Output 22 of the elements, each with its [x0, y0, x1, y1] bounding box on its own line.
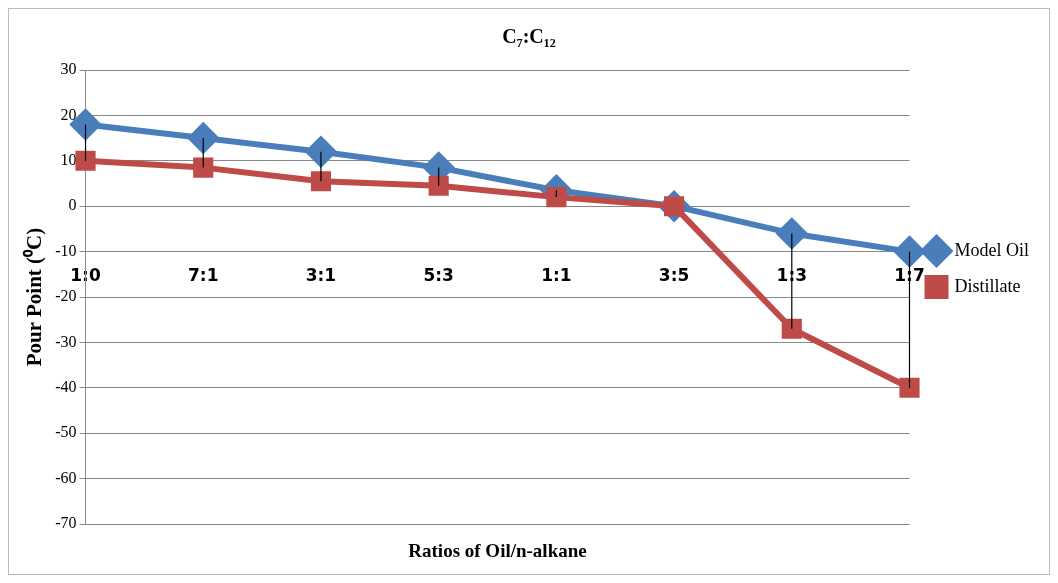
y-tick-label: -70 [55, 514, 77, 532]
y-tick-label: -30 [55, 332, 77, 350]
y-tick-label: 0 [68, 196, 77, 214]
y-tick-label: -20 [55, 287, 77, 305]
x-tick-label: 3:1 [305, 264, 337, 285]
y-axis-title: Pour Point (⁰C) [22, 227, 47, 367]
y-tick-label: -40 [55, 378, 77, 395]
x-tick-label: 5:3 [423, 264, 454, 285]
y-tick-label: -10 [55, 241, 77, 259]
y-tick-label: 30 [60, 60, 77, 78]
legend-label: Distillate [954, 275, 1021, 296]
chart-title: C₇:C₁₂ [502, 25, 556, 48]
x-tick-label: 1:0 [70, 264, 101, 285]
legend-label: Model Oil [954, 239, 1029, 260]
y-tick-label: -60 [55, 468, 77, 486]
x-tick-label: 7:1 [188, 264, 219, 285]
y-tick-label: 20 [60, 105, 77, 123]
x-tick-label: 3:5 [658, 264, 690, 285]
y-tick-label: -50 [55, 423, 77, 441]
x-tick-label: 1:1 [541, 264, 572, 285]
x-axis-title: Ratios of Oil/n-alkane [408, 539, 587, 561]
y-tick-label: 10 [60, 151, 77, 168]
